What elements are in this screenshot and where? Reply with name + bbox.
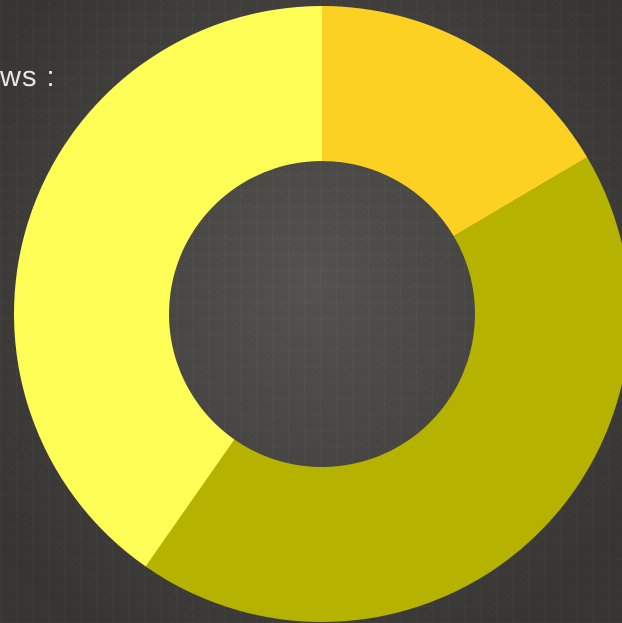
donut-slice-3 xyxy=(13,6,322,567)
donut-slices xyxy=(13,6,622,622)
partial-caption-text: ws : xyxy=(0,61,56,93)
donut-slice-1 xyxy=(322,6,588,237)
donut-slice-2 xyxy=(145,157,622,622)
